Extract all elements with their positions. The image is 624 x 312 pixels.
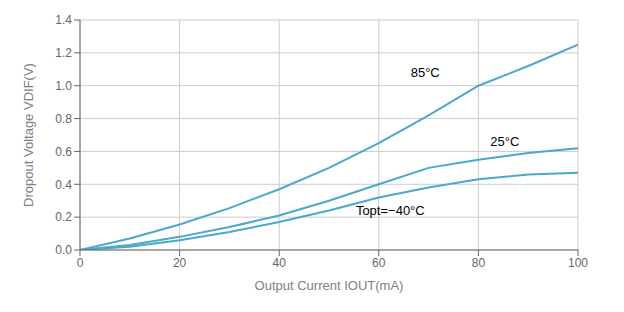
svg-text:0.4: 0.4 [55,178,72,192]
svg-text:0.6: 0.6 [55,145,72,159]
svg-text:40: 40 [273,256,287,270]
svg-text:60: 60 [372,256,386,270]
svg-text:1.0: 1.0 [55,79,72,93]
svg-text:Dropout Voltage VDIF(V): Dropout Voltage VDIF(V) [21,63,36,207]
svg-text:20: 20 [173,256,187,270]
svg-text:100: 100 [568,256,588,270]
svg-text:85°C: 85°C [411,65,440,80]
svg-text:0.8: 0.8 [55,112,72,126]
svg-text:25°C: 25°C [490,134,519,149]
svg-text:0.0: 0.0 [55,243,72,257]
svg-text:Output Current IOUT(mA): Output Current IOUT(mA) [255,278,404,293]
svg-text:0.2: 0.2 [55,210,72,224]
svg-text:Topt=−40°C: Topt=−40°C [356,203,425,218]
svg-text:0: 0 [77,256,84,270]
svg-text:1.2: 1.2 [55,46,72,60]
svg-text:1.4: 1.4 [55,13,72,27]
svg-text:80: 80 [472,256,486,270]
